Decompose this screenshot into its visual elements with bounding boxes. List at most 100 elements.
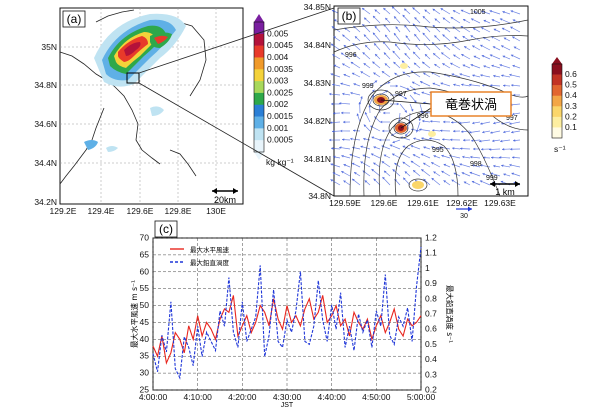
wind-vector-head [429, 137, 432, 140]
wind-vector-head [333, 36, 337, 39]
colorbar-a-segment [254, 116, 264, 129]
panel-c-left-y-ticks: 70 65 60 55 50 45 40 35 30 25 [140, 233, 150, 395]
wind-vector-head [480, 122, 483, 125]
y-right-tick: 1 [425, 263, 430, 273]
wind-vector-head [333, 111, 336, 115]
wind-vector-head [423, 162, 426, 166]
wind-vector-head [454, 36, 458, 40]
colorbar-a-segment [254, 128, 264, 141]
wind-vector-head [471, 18, 474, 21]
wind-vector-head [413, 100, 417, 103]
wind-vector-head [394, 72, 397, 76]
panel-b-lon-tick: 129.59E [329, 198, 361, 208]
wind-vector-head [459, 163, 462, 166]
wind-vector-head [383, 154, 387, 158]
wind-vector-head [341, 111, 344, 115]
annotation-box [430, 91, 512, 117]
wind-vector-head [412, 7, 416, 10]
wind-vector-head [459, 121, 462, 125]
wind-vector-head [354, 172, 357, 175]
wind-vector-head [332, 83, 335, 87]
y-left-tick: 50 [140, 300, 150, 310]
wind-vector-head [330, 73, 334, 76]
wind-vector-head [451, 44, 455, 47]
colorbar-a-tick: 0.005 [267, 28, 289, 38]
wind-vector-head [381, 161, 385, 164]
panel-b-lat-tick: 34.85N [304, 2, 331, 12]
wind-vector-head [512, 36, 515, 39]
colorbar-a-tick: 0.0045 [267, 40, 293, 50]
wind-vector-head [469, 83, 472, 87]
panel-b-label: (b) [342, 9, 357, 23]
wind-vector-head [450, 138, 453, 142]
wind-vector-head [470, 155, 473, 159]
wind-vector-head [341, 154, 344, 158]
colorbar-a-top-cap [254, 14, 264, 22]
wind-vector-head [463, 181, 467, 184]
wind-vector-head [389, 144, 393, 147]
wind-vector-head [371, 169, 375, 172]
wind-vector-head [330, 163, 334, 166]
panel-b-lat-tick: 34.8N [308, 191, 331, 201]
colorbar-b-segment [552, 95, 562, 107]
wind-vector-head [363, 63, 367, 66]
wind-vector-head [405, 133, 408, 137]
wind-vector-head [452, 10, 456, 13]
wind-vector-head [512, 112, 515, 116]
wind-vector-head [431, 162, 434, 165]
wind-vector-head [483, 65, 486, 68]
y-right-tick: 0.8 [425, 293, 437, 303]
wind-vector-head [343, 120, 346, 124]
wind-vector-head [512, 64, 515, 68]
wind-vector-head [434, 35, 437, 38]
wind-vector-head [364, 17, 367, 21]
wind-vector-head [503, 84, 506, 88]
wind-vector-head [453, 83, 456, 87]
wind-vector-head [396, 102, 399, 106]
wind-vector-head [459, 73, 462, 76]
wind-vector-head [439, 146, 442, 149]
contour-label: 999 [362, 83, 374, 90]
wind-vector-head [392, 140, 396, 144]
panel-a-lon-tick: 129.2E [50, 206, 77, 216]
panel-a-lon-ticks: 129.2E 129.4E 129.6E 129.8E 130E [50, 206, 227, 216]
panel-b-lon-tick: 129.63E [484, 198, 516, 208]
wind-vector-head [402, 161, 406, 165]
wind-vector-head [360, 71, 364, 74]
x-tick: 4:40:00 [317, 392, 346, 402]
panel-c-right-y-label: 最大鉛直渦度 s⁻¹ [445, 285, 455, 343]
wind-vector-head [479, 139, 482, 143]
wind-vector-head [512, 156, 515, 159]
wind-vector-head [330, 43, 334, 47]
y-right-tick: 0.3 [425, 369, 437, 379]
colorbar-a-segment [254, 104, 264, 117]
wind-vector-head [362, 52, 366, 55]
wind-vector-head [374, 9, 378, 12]
wind-vector-head [342, 138, 345, 142]
wind-vector-head [354, 36, 358, 39]
wind-vector-head [383, 170, 387, 174]
wind-vector-head [402, 71, 406, 75]
wind-vector-head [403, 177, 406, 181]
wind-vector-head [342, 63, 345, 66]
contour-label: 997 [395, 91, 407, 98]
wind-vector-head [340, 52, 344, 56]
wind-vector-head [482, 130, 485, 134]
wind-vector-head [480, 74, 483, 77]
panel-a-scale-label: 20km [214, 195, 236, 205]
panel-a-lat-ticks: 35N 34.8N 34.6N 34.4N 34.2N [34, 42, 57, 207]
wind-vector-head [501, 27, 505, 31]
wind-vector-head [433, 53, 436, 56]
wind-vector-head [420, 153, 424, 157]
wind-vector-head [362, 7, 365, 11]
wind-vector-head [421, 169, 424, 172]
wind-vector-head [493, 74, 496, 78]
wind-vector-head [453, 129, 456, 133]
wind-vector-head [472, 164, 475, 168]
wind-vector-head [352, 178, 355, 182]
wind-vector-head [471, 180, 475, 184]
wind-vector-head [483, 19, 487, 23]
x-tick: 4:00:00 [139, 392, 168, 402]
wind-vector-head [489, 148, 492, 151]
wind-vector-head [349, 153, 353, 157]
